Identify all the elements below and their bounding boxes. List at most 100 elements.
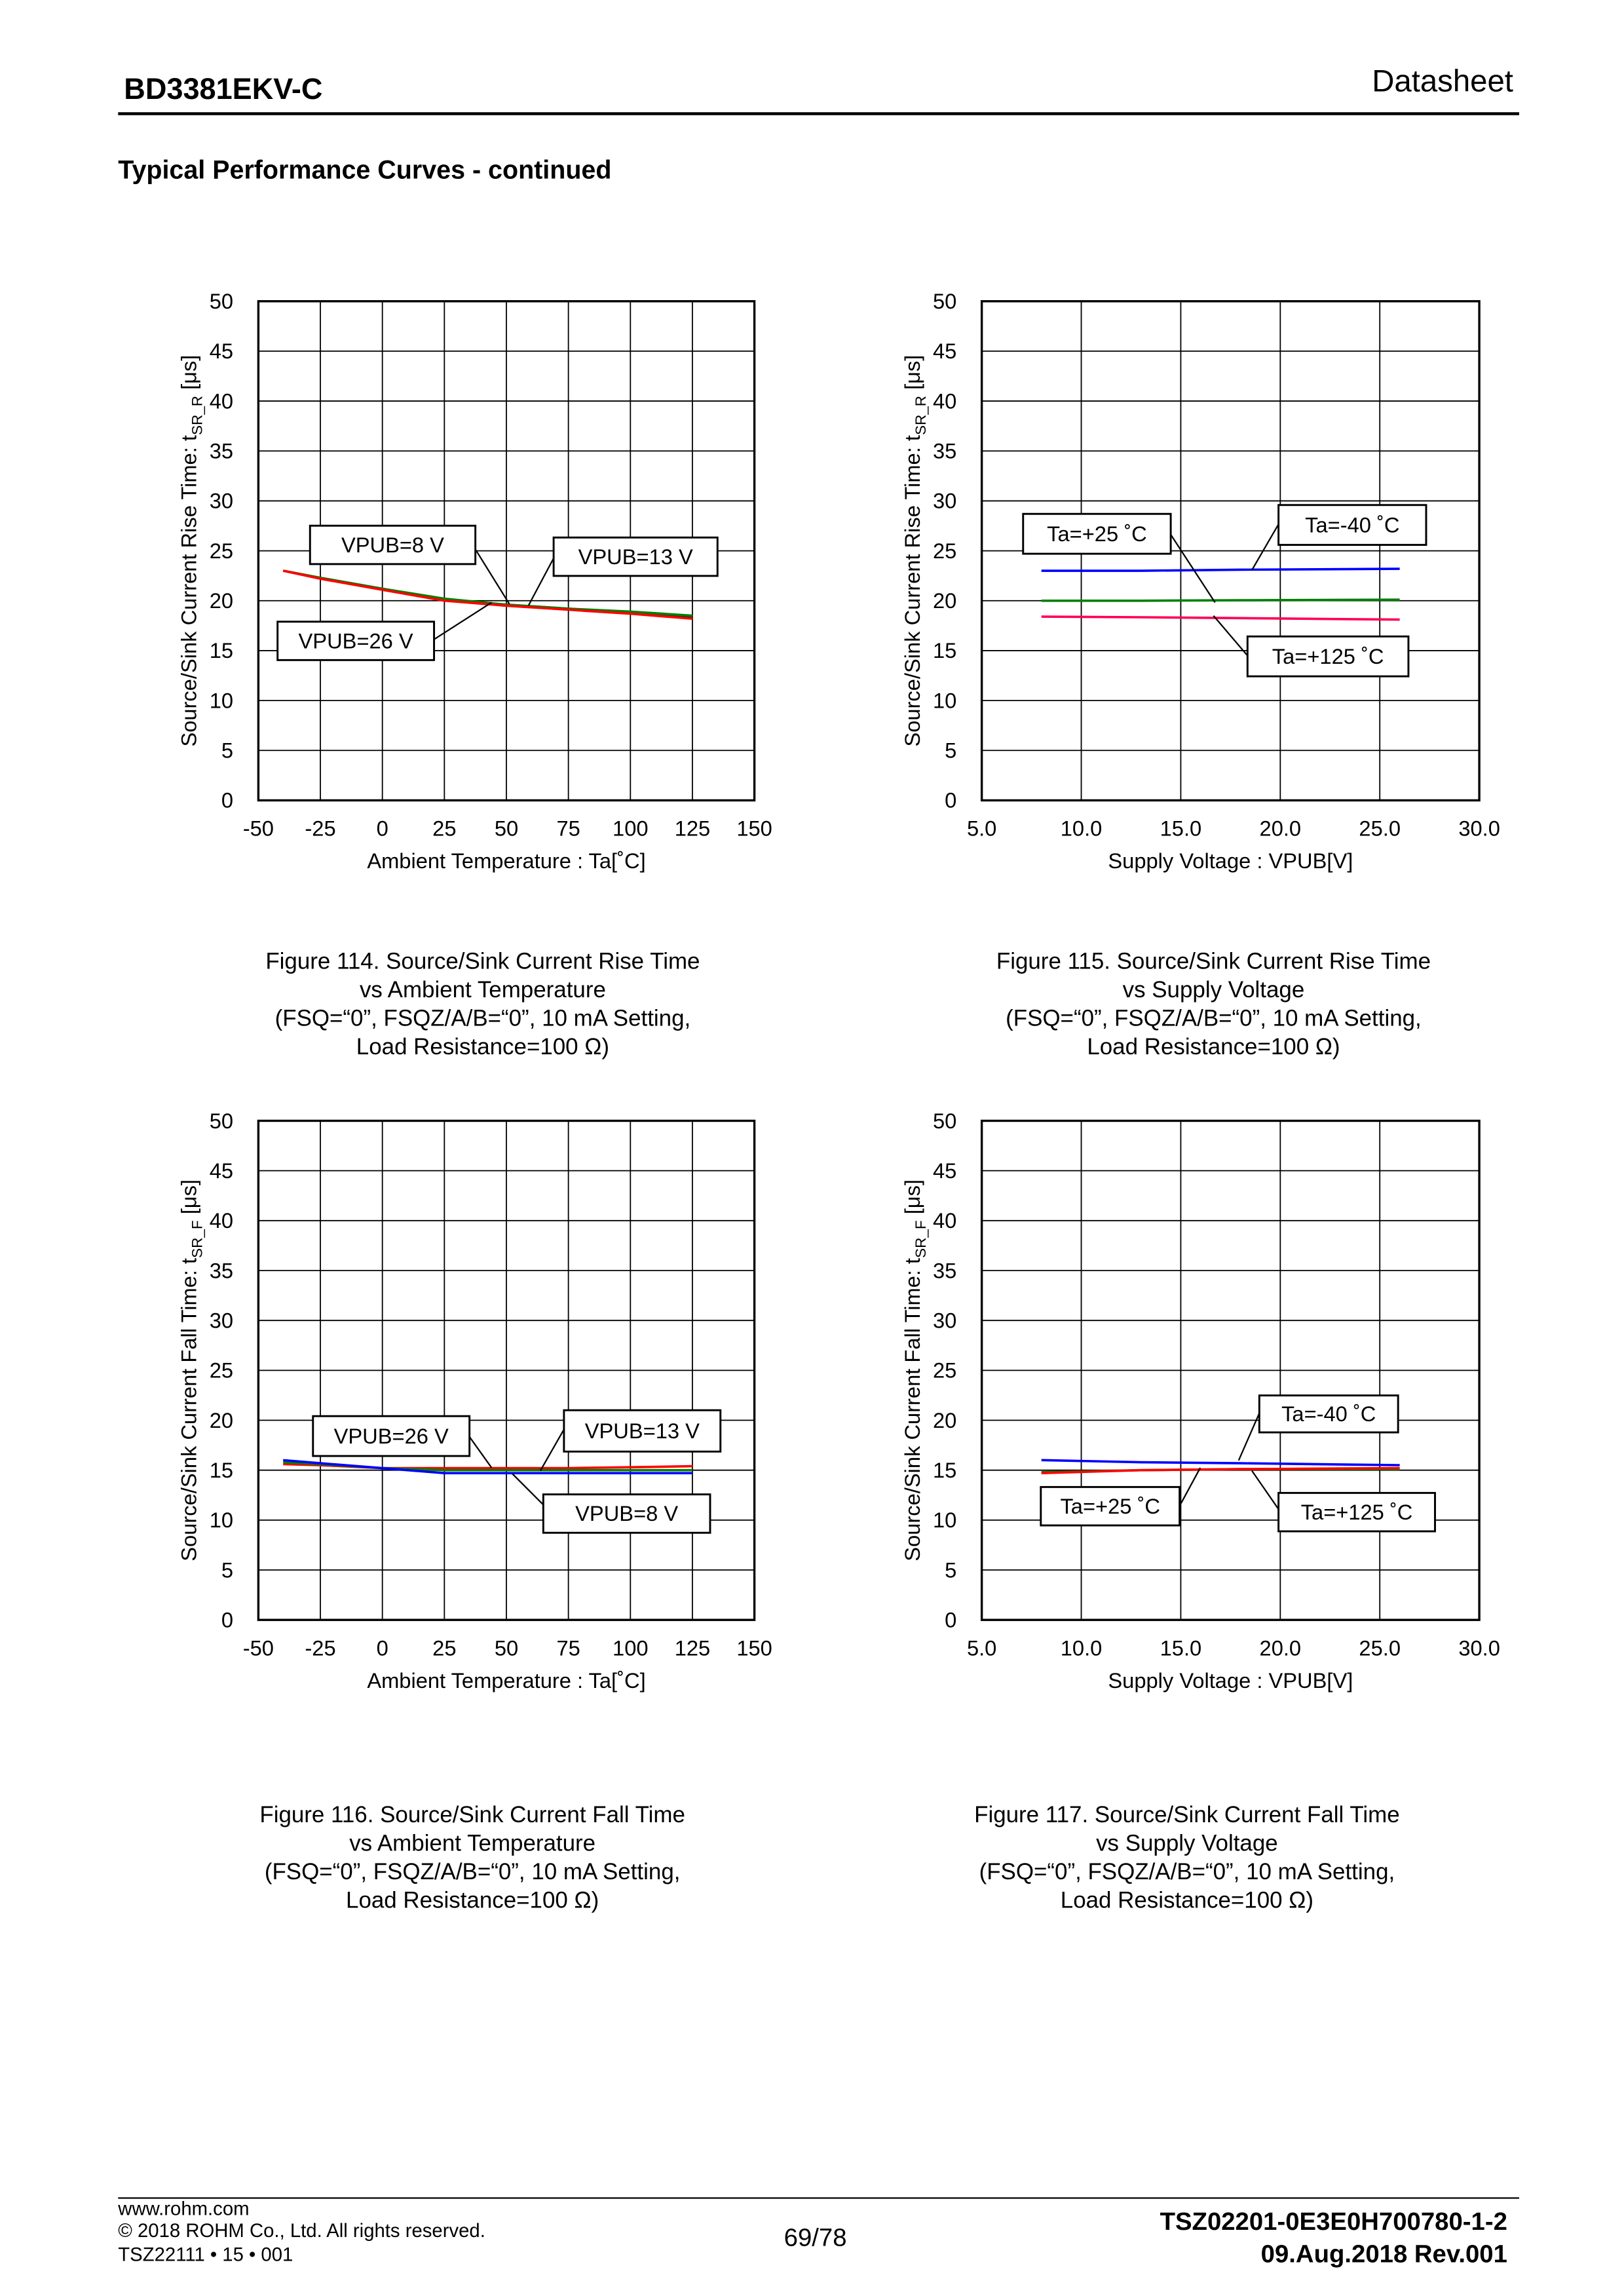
x-tick-label: 150: [736, 1636, 772, 1660]
y-tick-label: 35: [210, 1258, 233, 1282]
y-tick-label: 0: [945, 788, 956, 813]
y-tick-label: 10: [210, 688, 233, 712]
figure-caption-line: Figure 115. Source/Sink Current Rise Tim…: [996, 948, 1431, 974]
callout-leader: [1251, 1470, 1279, 1510]
x-tick-label: 10.0: [1061, 1636, 1103, 1660]
page-number: 69/78: [784, 2223, 847, 2252]
callout-leader: [1180, 1467, 1201, 1504]
callout-leader: [1251, 524, 1279, 571]
series-line-ta-25-c: [1041, 598, 1400, 602]
x-tick-label: -50: [243, 1636, 274, 1660]
y-tick-label: 20: [933, 588, 956, 613]
callout-box: [1040, 1485, 1181, 1527]
footer-copyright: © 2018 ROHM Co., Ltd. All rights reserve…: [118, 2219, 485, 2242]
x-tick-label: 125: [675, 816, 711, 841]
figure-caption-line: (FSQ=“0”, FSQZ/A/B=“0”, 10 mA Setting,: [275, 1005, 691, 1031]
x-tick-label: 20.0: [1260, 1636, 1302, 1660]
x-tick-label: 25: [432, 1636, 456, 1660]
figure-caption-line: Figure 114. Source/Sink Current Rise Tim…: [265, 948, 700, 974]
x-tick-label: 150: [736, 816, 772, 841]
x-tick-label: 100: [613, 816, 649, 841]
y-tick-label: 50: [933, 289, 956, 313]
y-tick-label: 35: [933, 439, 956, 463]
y-tick-label: 45: [933, 339, 956, 363]
y-axis-title-unit: [μs]: [177, 1179, 201, 1220]
chart-2: 5.0 10.0 15.0 20.0 25.0 30.0 0 5 10 15 20 25 30 35 40 4…: [900, 289, 1500, 1060]
callout-box: [542, 1493, 711, 1534]
plot-frame: [257, 1119, 756, 1621]
y-tick-label: 0: [945, 1607, 956, 1632]
x-axis-title: Ambient Temperature : Ta[˚C]: [367, 1668, 645, 1693]
y-axis-title-text: Source/Sink Current Fall Time: t: [900, 1258, 924, 1561]
y-tick-label: 50: [210, 289, 233, 313]
x-tick-label: 20.0: [1260, 816, 1302, 841]
y-tick-label: 45: [933, 1158, 956, 1183]
document-title: BD3381EKV-C: [124, 73, 323, 107]
x-tick-label: 75: [556, 1636, 580, 1660]
series-line-vpub-8-v: [282, 569, 693, 618]
callout-leader: [512, 1473, 544, 1506]
series-label: Ta=+125 ˚C: [1301, 1500, 1413, 1524]
callout-box: [1277, 504, 1427, 546]
series-label: Ta=-40 ˚C: [1305, 512, 1399, 537]
series-label: Ta=+125 ˚C: [1272, 644, 1384, 668]
x-tick-label: 100: [613, 1636, 649, 1660]
y-axis-title-text: Source/Sink Current Fall Time: t: [177, 1258, 201, 1561]
y-axis-title-subscript: SR_F: [189, 1220, 206, 1258]
y-tick-label: 5: [945, 738, 956, 763]
callout-leader: [1213, 615, 1249, 657]
y-tick-label: 0: [221, 1607, 233, 1632]
x-tick-label: 5.0: [967, 1636, 996, 1660]
figure-caption-line: vs Supply Voltage: [1123, 977, 1305, 1003]
x-axis-title: Supply Voltage : VPUB[V]: [1108, 849, 1353, 873]
y-tick-label: 45: [210, 1158, 233, 1183]
y-tick-label: 10: [210, 1508, 233, 1532]
y-tick-label: 5: [221, 1558, 233, 1582]
figure-caption-line: Load Resistance=100 Ω): [346, 1887, 599, 1913]
y-axis-title-subscript: SR_F: [913, 1220, 929, 1258]
callout-leader: [1170, 534, 1216, 603]
y-axis-title: Source/Sink Current Rise Time: tSR_R [μs…: [900, 355, 929, 747]
series-label: Ta=-40 ˚C: [1281, 1402, 1376, 1426]
series-label: Ta=+25 ˚C: [1060, 1494, 1160, 1518]
x-tick-label: 30.0: [1458, 816, 1500, 841]
y-tick-label: 40: [210, 1208, 233, 1233]
series-label: VPUB=8 V: [341, 533, 444, 557]
x-tick-label: -50: [243, 816, 274, 841]
y-tick-label: 35: [210, 439, 233, 463]
footer-website[interactable]: www.rohm.com: [118, 2197, 250, 2220]
y-tick-label: 20: [210, 1408, 233, 1432]
callout-leader: [1237, 1413, 1260, 1461]
figure-caption-line: (FSQ=“0”, FSQZ/A/B=“0”, 10 mA Setting,: [265, 1859, 681, 1885]
y-tick-label: 50: [210, 1109, 233, 1133]
y-tick-label: 40: [210, 389, 233, 413]
x-tick-label: 50: [495, 816, 518, 841]
plot-frame: [980, 300, 1481, 802]
figure-caption-line: Figure 116. Source/Sink Current Fall Tim…: [259, 1802, 685, 1827]
callout-box: [1246, 635, 1410, 678]
y-tick-label: 30: [933, 489, 956, 513]
y-tick-label: 20: [933, 1408, 956, 1432]
x-axis-title: Ambient Temperature : Ta[˚C]: [367, 849, 645, 873]
x-tick-label: 25: [432, 816, 456, 841]
callout-box: [552, 536, 719, 577]
x-tick-label: -25: [305, 1636, 335, 1660]
y-tick-label: 30: [210, 1308, 233, 1332]
figure-caption-line: Figure 117. Source/Sink Current Fall Tim…: [974, 1802, 1400, 1827]
y-tick-label: 10: [933, 688, 956, 712]
figure-caption-line: Load Resistance=100 Ω): [1061, 1887, 1313, 1913]
y-tick-label: 45: [210, 339, 233, 363]
y-tick-label: 20: [210, 588, 233, 613]
y-tick-label: 30: [210, 489, 233, 513]
figure-caption-line: Load Resistance=100 Ω): [356, 1034, 609, 1060]
series-label: VPUB=13 V: [585, 1419, 700, 1443]
y-tick-label: 15: [210, 638, 233, 662]
y-tick-label: 50: [933, 1109, 956, 1133]
callout-box: [1277, 1491, 1436, 1533]
doc-number: TSZ02201-0E3E0H700780-1-2: [1160, 2208, 1507, 2236]
x-tick-label: 50: [495, 1636, 518, 1660]
y-tick-label: 15: [933, 638, 956, 662]
series-line-vpub-26-v: [282, 569, 693, 621]
